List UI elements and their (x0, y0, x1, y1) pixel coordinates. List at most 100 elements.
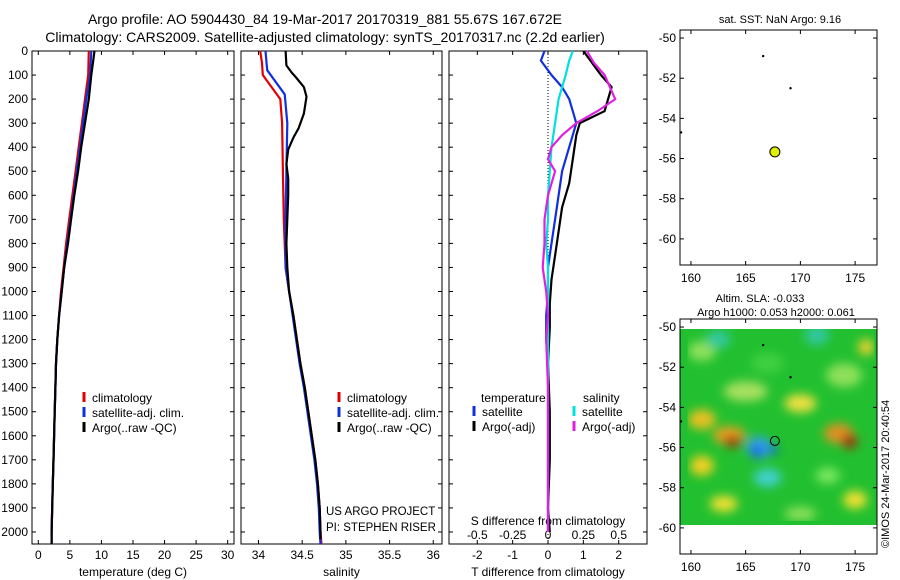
x-axis-label: salinity (323, 565, 360, 579)
y-tick-label: -60 (659, 521, 677, 535)
sla-anomaly (751, 445, 762, 458)
legend-entry: Argo(-adj) (482, 420, 535, 434)
x-tick-label: 160 (681, 271, 701, 285)
plot-title-line1: Argo profile: AO 5904430_84 19-Mar-2017 … (87, 11, 563, 27)
y-tick-label: -52 (659, 71, 677, 85)
legend-title-salinity: salinity (583, 391, 620, 405)
map-panel-sla: -50 -52 -54 -56 -58 -60 160 165 170 175 (659, 318, 878, 574)
top-tick-label: 0 (545, 528, 552, 542)
island-mark (761, 54, 765, 58)
map-frame (679, 29, 878, 266)
sla-anomaly (843, 490, 868, 509)
y-tick-label: -56 (659, 152, 677, 166)
legend-entry: Argo(-adj) (582, 420, 635, 434)
x-tick-label: 2 (615, 548, 622, 562)
sla-anomaly (815, 467, 840, 484)
legend-entry: climatology (347, 391, 407, 405)
legend-entry: satellite-adj. clim. (347, 406, 439, 420)
sla-anomaly (723, 381, 768, 402)
x-tick-label: 35 (339, 548, 353, 562)
y-tick-label: 1000 (1, 284, 28, 298)
profile-panel-salinity: 34 34.5 35 35.5 36 salinity (240, 50, 443, 579)
y-tick-label: 600 (8, 188, 28, 202)
profile-panel-temperature: 0100200300400500600700800900100011001200… (1, 44, 234, 579)
sla-anomaly (784, 394, 817, 413)
x-tick-label: 1 (580, 548, 587, 562)
island-mark (761, 343, 765, 347)
y-tick-label: 1700 (1, 453, 28, 467)
top-tick-label: 0.25 (572, 528, 596, 542)
y-tick-label: -58 (659, 192, 677, 206)
x-tick-label: 0 (545, 548, 552, 562)
x-tick-label: 0 (35, 548, 42, 562)
y-tick-label: 700 (8, 212, 28, 226)
credit-pi: PI: STEPHEN RISER (326, 522, 436, 534)
y-tick-label: -50 (659, 31, 677, 45)
y-tick-label: 300 (8, 116, 28, 130)
credit-project: US ARGO PROJECT (326, 506, 435, 518)
y-tick-label: -50 (659, 320, 677, 334)
y-tick-label: 1500 (1, 405, 28, 419)
series-line (50, 50, 96, 544)
y-tick-label: 200 (8, 92, 28, 106)
y-tick-label: 1300 (1, 357, 28, 371)
plot-frame (31, 50, 235, 545)
x-tick-label: 34.5 (290, 548, 314, 562)
y-tick-label: 1900 (1, 501, 28, 515)
x-tick-label: 35.5 (378, 548, 402, 562)
x-tick-label: 10 (95, 548, 109, 562)
island-mark (679, 420, 683, 423)
legend-entry: satellite-adj. clim. (92, 406, 184, 420)
legend-title-temperature: temperature (481, 391, 546, 405)
x-tick-label: 165 (736, 560, 756, 574)
sla-anomaly (841, 434, 858, 449)
argo-float-position (769, 146, 781, 158)
x-tick-label: 160 (681, 560, 701, 574)
sla-anomaly (689, 455, 714, 476)
y-tick-label: 1100 (2, 309, 28, 323)
sla-blobs (687, 329, 875, 521)
sla-anomaly (723, 435, 742, 448)
y-tick-label: -60 (659, 232, 677, 246)
top-tick-label: -0.25 (499, 528, 527, 542)
map-title-sla-line1: Altim. SLA: -0.033 (716, 293, 805, 305)
x-tick-label: 36 (427, 548, 441, 562)
sla-anomaly (826, 363, 863, 388)
y-tick-label: 0 (21, 44, 28, 58)
map-title-sst: sat. SST: NaN Argo: 9.16 (719, 14, 841, 26)
island-mark (789, 87, 792, 90)
sla-anomaly (769, 444, 778, 455)
x-tick-label: 34 (252, 548, 266, 562)
sla-anomaly (858, 339, 875, 356)
x-tick-label: -2 (472, 548, 483, 562)
top-tick-label: 0.5 (610, 528, 627, 542)
x-axis-label: temperature (deg C) (79, 565, 187, 579)
x-tick-label: -1 (507, 548, 518, 562)
sla-heatmap (680, 329, 877, 554)
island-mark (679, 131, 683, 134)
x-tick-label: 175 (845, 560, 865, 574)
series-line (541, 50, 617, 532)
legend-entry: Argo(..raw -QC) (347, 421, 432, 435)
imos-stamp: ©IMOS 24-Mar-2017 20:40:54 (880, 400, 892, 548)
y-tick-label: -54 (659, 400, 677, 414)
sla-anomaly (709, 495, 738, 512)
y-tick-label: 1200 (1, 333, 28, 347)
sla-anomaly (687, 341, 716, 362)
sla-nodata (680, 528, 877, 554)
legend-entry: climatology (92, 391, 152, 405)
sla-anomaly (784, 506, 817, 521)
x-tick-label: 170 (790, 560, 810, 574)
argo-float-position (769, 435, 780, 446)
x-tick-label: 30 (221, 548, 235, 562)
sla-anomaly (751, 353, 784, 374)
x-tick-label: 15 (126, 548, 140, 562)
map-title-sla-line2: Argo h1000: 0.053 h2000: 0.061 (697, 307, 855, 319)
y-tick-label: -52 (659, 360, 677, 374)
y-tick-label: 800 (8, 236, 28, 250)
series-line (284, 50, 322, 540)
x-tick-label: 25 (189, 548, 203, 562)
sla-anomaly (804, 329, 829, 346)
y-tick-label: -58 (659, 481, 677, 495)
